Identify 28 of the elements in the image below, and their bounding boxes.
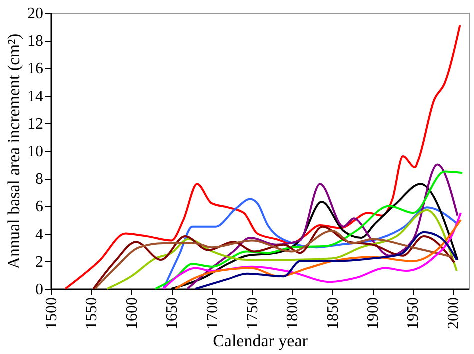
y-tick-label: 20 bbox=[28, 6, 44, 22]
x-tick-label: 1550 bbox=[84, 298, 101, 330]
y-tick-label: 2 bbox=[36, 254, 44, 271]
x-axis-title: Calendar year bbox=[213, 332, 308, 350]
x-tick-label: 2000 bbox=[445, 298, 462, 330]
x-tick-label: 1850 bbox=[324, 298, 342, 330]
y-tick-label: 12 bbox=[28, 116, 44, 133]
y-tick-label: 14 bbox=[28, 88, 44, 106]
x-tick-label: 1800 bbox=[284, 298, 302, 330]
x-tick-label: 1950 bbox=[405, 298, 422, 330]
y-tick-label: 18 bbox=[28, 33, 44, 50]
line-series bbox=[106, 209, 458, 290]
y-tick-label: 8 bbox=[36, 171, 44, 188]
line-series bbox=[186, 164, 459, 290]
y-tick-label: 16 bbox=[28, 60, 44, 78]
x-tick-label: 1750 bbox=[244, 298, 262, 330]
x-tick-label: 1600 bbox=[124, 298, 141, 330]
y-axis-title: Annual basal area increment (cm²) bbox=[4, 34, 24, 270]
line-series bbox=[194, 231, 458, 290]
x-tick-label: 1650 bbox=[164, 298, 182, 330]
x-tick-label: 1900 bbox=[365, 298, 382, 330]
y-tick-label: 6 bbox=[36, 198, 44, 216]
y-tick-label: 10 bbox=[28, 144, 44, 160]
x-tick-label: 1500 bbox=[44, 298, 60, 330]
line-series bbox=[162, 198, 459, 290]
y-tick-label: 0 bbox=[36, 282, 44, 298]
y-tick-label: 4 bbox=[36, 226, 44, 244]
x-tick-label: 1700 bbox=[204, 298, 222, 330]
